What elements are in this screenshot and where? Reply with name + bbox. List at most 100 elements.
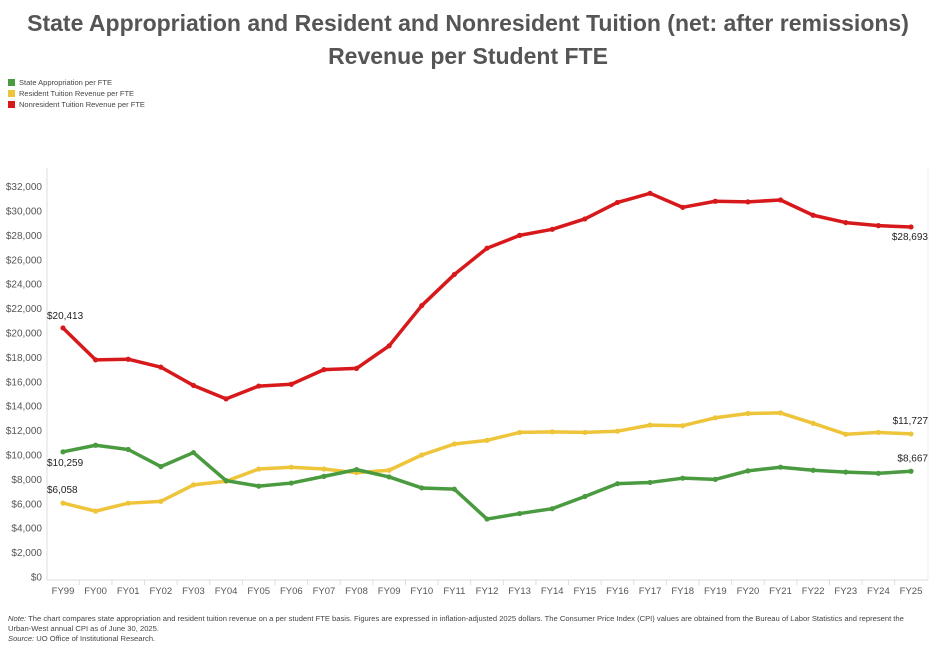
data-point	[647, 479, 653, 486]
data-point	[517, 429, 523, 436]
data-point	[582, 493, 588, 500]
data-point	[614, 199, 621, 206]
x-tick-label: FY19	[704, 586, 727, 597]
data-point	[223, 478, 229, 484]
data-point	[745, 410, 751, 417]
data-point	[712, 198, 718, 204]
x-tick-label: FY18	[671, 586, 694, 597]
data-point	[484, 516, 490, 522]
y-tick-label: $0	[31, 573, 43, 584]
x-tick-label: FY22	[802, 586, 825, 597]
data-point	[908, 431, 914, 437]
legend-item-nonresident[interactable]: Nonresident Tuition Revenue per FTE	[8, 99, 145, 110]
legend: State Appropriation per FTE Resident Tui…	[8, 77, 145, 110]
legend-label: State Appropriation per FTE	[19, 78, 112, 87]
data-point	[875, 470, 881, 476]
data-point	[908, 468, 914, 474]
data-point	[158, 364, 164, 370]
data-point	[777, 197, 784, 203]
data-point	[256, 466, 262, 472]
data-point	[712, 415, 718, 421]
data-point	[60, 500, 66, 506]
data-label: $28,693	[892, 232, 929, 243]
x-tick-label: FY03	[182, 586, 205, 597]
x-tick-label: FY02	[149, 586, 172, 597]
data-point	[712, 476, 718, 482]
data-point	[190, 382, 197, 389]
legend-swatch	[8, 101, 15, 108]
data-point	[386, 343, 392, 349]
data-point	[777, 410, 784, 416]
data-point	[93, 357, 99, 363]
x-tick-label: FY25	[900, 586, 923, 597]
x-tick-label: FY20	[737, 586, 760, 597]
footnote: Note: The chart compares state appropria…	[8, 614, 928, 644]
data-point	[680, 204, 686, 210]
data-point	[745, 199, 751, 205]
data-point	[810, 420, 816, 426]
data-point	[582, 429, 588, 436]
x-tick-label: FY14	[541, 586, 564, 597]
data-point	[875, 429, 881, 436]
data-point	[386, 467, 392, 473]
y-tick-label: $20,000	[6, 329, 43, 340]
x-tick-label: FY12	[476, 586, 499, 597]
data-point	[549, 506, 555, 512]
data-point	[517, 232, 523, 238]
data-label: $8,667	[897, 453, 928, 464]
legend-label: Nonresident Tuition Revenue per FTE	[19, 100, 145, 109]
x-tick-label: FY11	[443, 586, 465, 597]
data-point	[60, 449, 66, 455]
legend-item-state[interactable]: State Appropriation per FTE	[8, 77, 145, 88]
data-point	[549, 429, 555, 435]
data-point	[190, 449, 197, 456]
x-tick-label: FY09	[378, 586, 401, 597]
data-point	[451, 486, 457, 492]
data-point	[549, 226, 555, 232]
data-point	[614, 481, 621, 487]
data-point	[875, 223, 881, 229]
data-point	[484, 437, 490, 443]
data-point	[386, 474, 392, 480]
x-tick-label: FY06	[280, 586, 303, 597]
x-tick-label: FY05	[247, 586, 270, 597]
x-tick-label: FY08	[345, 586, 368, 597]
legend-label: Resident Tuition Revenue per FTE	[19, 89, 135, 98]
data-point	[419, 485, 425, 491]
legend-item-resident[interactable]: Resident Tuition Revenue per FTE	[8, 88, 145, 99]
y-tick-label: $14,000	[6, 402, 43, 413]
y-tick-label: $8,000	[11, 475, 42, 486]
data-point	[484, 245, 490, 251]
data-point	[60, 325, 66, 331]
data-point	[93, 508, 99, 514]
data-point	[353, 365, 360, 371]
data-label: $6,058	[47, 485, 78, 496]
data-point	[451, 441, 457, 447]
x-tick-label: FY23	[834, 586, 857, 597]
data-point	[419, 452, 425, 458]
x-tick-label: FY15	[573, 586, 596, 597]
data-point	[125, 356, 131, 362]
data-point	[843, 469, 849, 475]
x-tick-label: FY10	[410, 586, 433, 597]
data-point	[908, 224, 914, 230]
note-text: Note: The chart compares state appropria…	[8, 614, 904, 633]
data-point	[680, 475, 686, 481]
data-point	[288, 381, 294, 387]
legend-swatch	[8, 90, 15, 97]
data-point	[451, 271, 457, 278]
data-point	[223, 396, 229, 402]
series-line-0	[61, 191, 912, 401]
legend-swatch	[8, 79, 15, 86]
x-tick-label: FY24	[867, 586, 890, 597]
data-point	[321, 367, 327, 373]
y-tick-label: $6,000	[11, 499, 42, 510]
data-point	[647, 190, 653, 196]
chart-title-line-1: State Appropriation and Resident and Non…	[27, 10, 909, 36]
data-point	[158, 498, 164, 504]
x-tick-label: FY07	[313, 586, 336, 597]
series-line-2	[62, 443, 912, 521]
data-point	[288, 480, 294, 486]
data-point	[125, 500, 131, 506]
data-point	[93, 442, 99, 448]
